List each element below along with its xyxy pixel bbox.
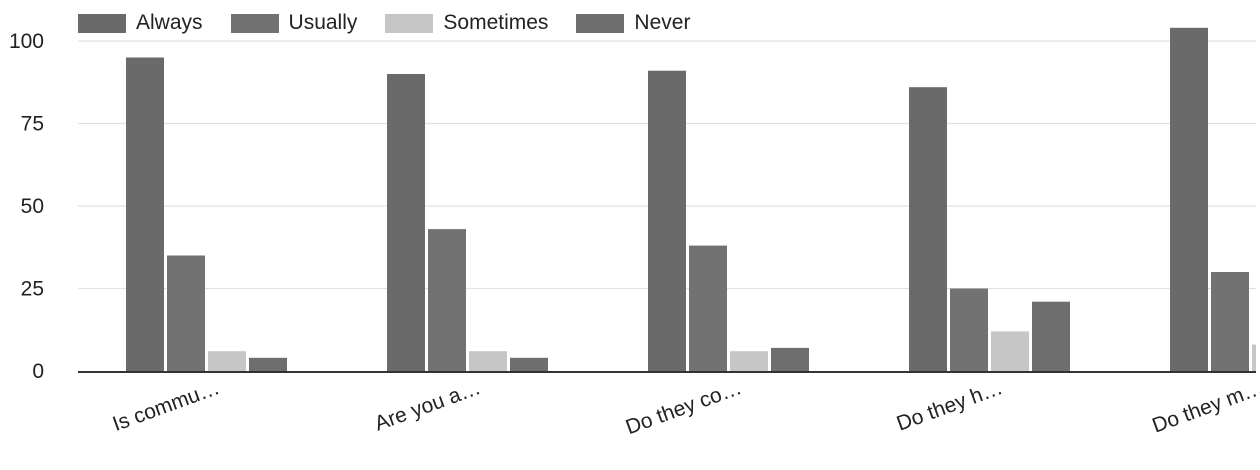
bar-never-1: [510, 357, 548, 371]
y-tick-label: 50: [21, 195, 44, 218]
bar-usually-4: [1211, 272, 1249, 371]
bar-sometimes-2: [730, 351, 768, 371]
bars: [126, 27, 1256, 372]
bar-sometimes-0: [208, 351, 246, 371]
bar-never-0: [249, 357, 287, 371]
bar-never-2: [771, 347, 809, 371]
bar-always-4: [1170, 27, 1208, 372]
bar-always-0: [126, 57, 164, 371]
bar-usually-0: [167, 255, 205, 371]
x-axis-tick-labels: Is commu… Are you a… Do they co… Do they h……: [110, 376, 1260, 439]
legend-item-always: Always: [78, 11, 203, 35]
bar-always-2: [648, 70, 686, 371]
x-tick-label: Is commu…: [110, 376, 223, 436]
legend-label-never: Never: [634, 11, 691, 34]
x-tick-label: Are you a…: [372, 376, 484, 436]
y-tick-label: 100: [9, 30, 44, 53]
bar-sometimes-4: [1252, 344, 1256, 371]
y-axis-tick-labels: 0 25 50 75 100: [9, 30, 44, 383]
bar-usually-3: [950, 288, 988, 371]
legend-label-usually: Usually: [288, 11, 358, 34]
legend-item-never: Never: [576, 11, 690, 35]
bar-always-3: [909, 87, 947, 371]
bar-never-3: [1032, 301, 1070, 371]
legend-swatch-usually: [230, 13, 279, 33]
x-tick-label: Do they h…: [894, 376, 1006, 436]
bar-usually-2: [689, 245, 727, 371]
y-tick-label: 25: [21, 278, 44, 301]
legend-swatch-sometimes: [385, 13, 434, 33]
bar-always-1: [387, 74, 425, 371]
bar-usually-1: [428, 229, 466, 371]
legend-item-usually: Usually: [230, 11, 358, 35]
legend-item-sometimes: Sometimes: [385, 11, 548, 35]
bar-sometimes-3: [991, 331, 1029, 371]
legend-swatch-always: [78, 13, 126, 33]
legend-label-sometimes: Sometimes: [443, 11, 549, 34]
x-tick-label: Do they m…: [1149, 376, 1260, 438]
legend-label-always: Always: [136, 11, 203, 34]
chart-legend: Always Usually Sometimes Never: [78, 8, 718, 38]
bar-sometimes-1: [469, 351, 507, 371]
y-tick-label: 0: [32, 360, 44, 383]
y-tick-label: 75: [21, 113, 44, 136]
legend-swatch-never: [576, 13, 625, 33]
x-tick-label: Do they co…: [623, 376, 745, 439]
